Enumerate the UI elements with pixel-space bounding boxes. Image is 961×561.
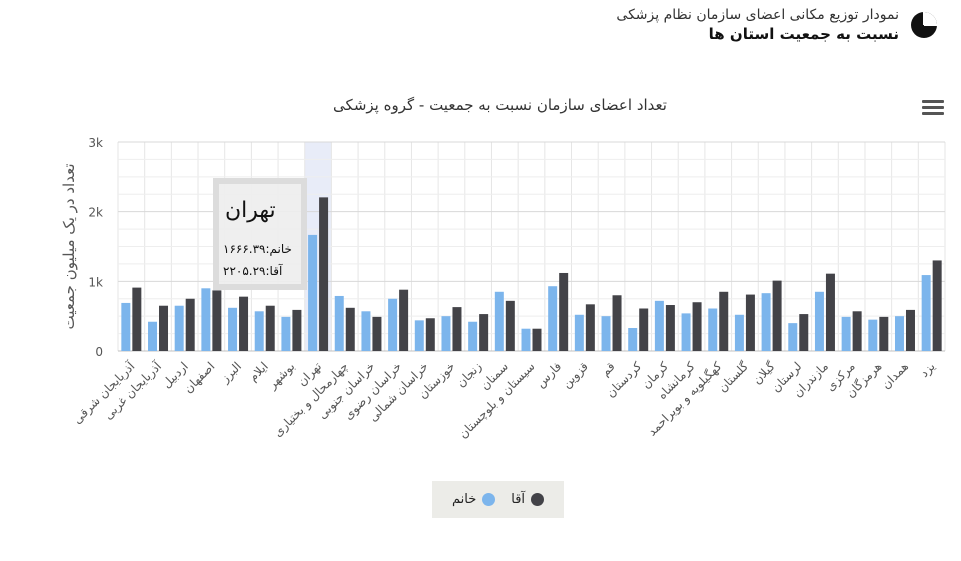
bar-female [548,286,558,351]
bar-male [212,290,222,351]
bar-female [308,234,318,351]
bar-male [425,318,435,351]
bar-female [361,311,371,351]
x-tick-label: بوشهر [264,359,298,393]
bar-female [441,316,451,351]
bar-male [879,316,889,351]
x-tick-label: البرز [217,359,245,387]
hamburger-menu-icon[interactable] [922,100,944,118]
bar-female [574,314,584,351]
bar-male [292,309,302,351]
bar-female [334,295,344,351]
bar-male [585,304,595,351]
bar-female [281,316,291,351]
y-tick-label: 2k [88,206,103,220]
bar-female [601,316,611,351]
bar-male [159,305,169,351]
bar-male [452,307,462,351]
pie-chart-icon [911,12,937,38]
bar-male [505,300,515,351]
bar-male [185,298,195,351]
bar-male [799,314,809,351]
x-tick-label: یزد [917,359,938,380]
bar-female [468,321,478,351]
bar-female [388,298,398,351]
bar-female [814,291,824,351]
bar-male [905,309,915,351]
legend-item-female[interactable]: خانم [451,492,496,507]
bar-male [319,197,329,351]
header-subtitle: نسبت به جمعیت استان ها [708,25,899,43]
bar-male [265,305,275,351]
bar-female [921,275,931,351]
bar-male [719,291,729,351]
bar-female [868,319,878,351]
y-tick-label: 1k [88,275,103,289]
bar-female [174,305,184,351]
bar-male [559,272,569,351]
y-tick-label: 0 [95,345,103,359]
bar-male [825,273,835,351]
bar-female [148,321,158,351]
x-tick-label: قم [598,359,618,379]
bar-male [372,316,382,351]
bar-male [639,308,649,351]
tooltip-label: آقا [269,264,283,278]
bar-female [414,320,424,351]
bar-female [494,291,504,351]
tooltip-label: خانم [269,242,292,256]
tooltip-row-male: آقا:۲۲۰۵.۲۹ [223,264,283,278]
legend-label-female: خانم [451,492,477,507]
bar-male [772,280,782,351]
x-tick-label: فارس [533,359,565,391]
bar-male [345,307,355,351]
tooltip-value: ۲۲۰۵.۲۹ [223,264,266,278]
x-tick-label: همدان [879,359,911,391]
header-title: نمودار توزیع مکانی اعضای سازمان نظام پزش… [616,7,899,23]
bar-female [841,316,851,351]
chart-title: تعداد اعضای سازمان نسبت به جمعیت - گروه … [333,96,667,115]
bar-male [665,305,675,351]
bar-male [239,296,249,351]
legend-dot-male [531,493,545,506]
x-tick-label: قزوین [559,359,591,391]
bar-female [734,314,744,351]
bar-female [254,311,264,351]
x-tick-label: گلستان [715,359,751,395]
bar-male [692,302,702,351]
bar-female [894,316,904,351]
x-tick-label: اصفهان [181,359,217,395]
bar-male [745,294,755,351]
y-axis-label: تعداد در یک میلیون جمعیت [60,164,78,330]
bar-female [521,328,531,351]
y-tick-label: 3k [88,136,103,150]
bar-female [761,293,771,351]
legend-label-male: آقا [511,492,526,507]
bar-male [852,311,862,351]
bar-male [612,295,622,351]
chart-legend: آقا خانم [432,481,564,518]
bar-female [788,323,798,351]
bar-male [932,260,942,351]
tooltip-value: ۱۶۶۶.۳۹ [223,242,266,256]
bar-female [121,302,131,351]
tooltip-row-female: خانم:۱۶۶۶.۳۹ [223,242,292,256]
bar-female [654,300,664,351]
bar-male [399,289,409,351]
bar-female [201,288,211,351]
chart-header: نمودار توزیع مکانی اعضای سازمان نظام پزش… [616,6,939,44]
tooltip-category: تهران [225,198,276,223]
bar-female [708,308,718,351]
chart-tooltip: تهران خانم:۱۶۶۶.۳۹ آقا:۲۲۰۵.۲۹ [213,178,307,290]
bar-male [479,314,489,351]
bar-female [628,328,638,351]
bar-female [681,313,691,351]
bar-male [132,287,142,351]
bar-female [228,307,238,351]
legend-item-male[interactable]: آقا [511,492,545,507]
legend-dot-female [482,493,496,506]
bar-male [532,328,542,351]
